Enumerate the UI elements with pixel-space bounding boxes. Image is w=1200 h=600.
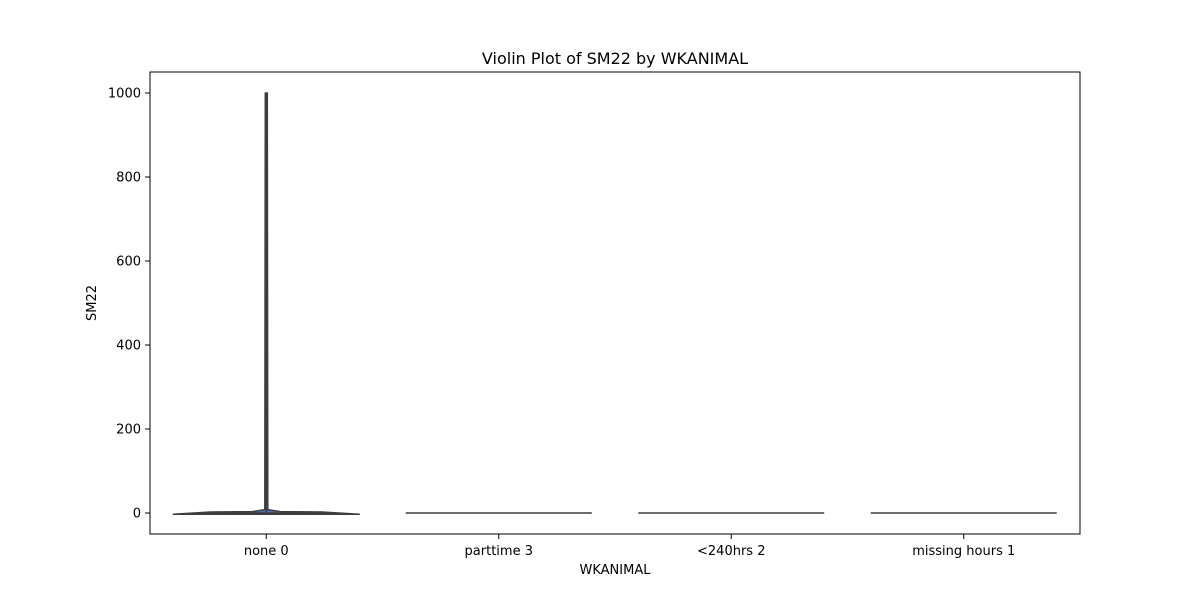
- x-axis-label: WKANIMAL: [580, 563, 652, 578]
- x-tick-label: <240hrs 2: [697, 544, 765, 559]
- x-tick-label: missing hours 1: [912, 544, 1015, 559]
- y-tick-label: 400: [116, 339, 141, 354]
- violin-none-0: [172, 92, 361, 516]
- x-axis: none 0 parttime 3 <240hrs 2 missing hours 1: [244, 534, 1015, 559]
- y-axis: 0 200 400 600 800 1000: [108, 87, 150, 522]
- chart-title: Violin Plot of SM22 by WKANIMAL: [482, 49, 748, 68]
- y-tick-label: 0: [133, 507, 141, 522]
- plot-area-frame: [149, 71, 1081, 535]
- x-tick-label: none 0: [244, 544, 289, 559]
- y-tick-label: 800: [116, 171, 141, 186]
- y-tick-label: 1000: [108, 87, 141, 102]
- violins-layer: [172, 92, 1057, 516]
- y-axis-label: SM22: [85, 285, 100, 321]
- x-tick-label: parttime 3: [465, 544, 533, 559]
- y-tick-label: 600: [116, 255, 141, 270]
- y-tick-label: 200: [116, 423, 141, 438]
